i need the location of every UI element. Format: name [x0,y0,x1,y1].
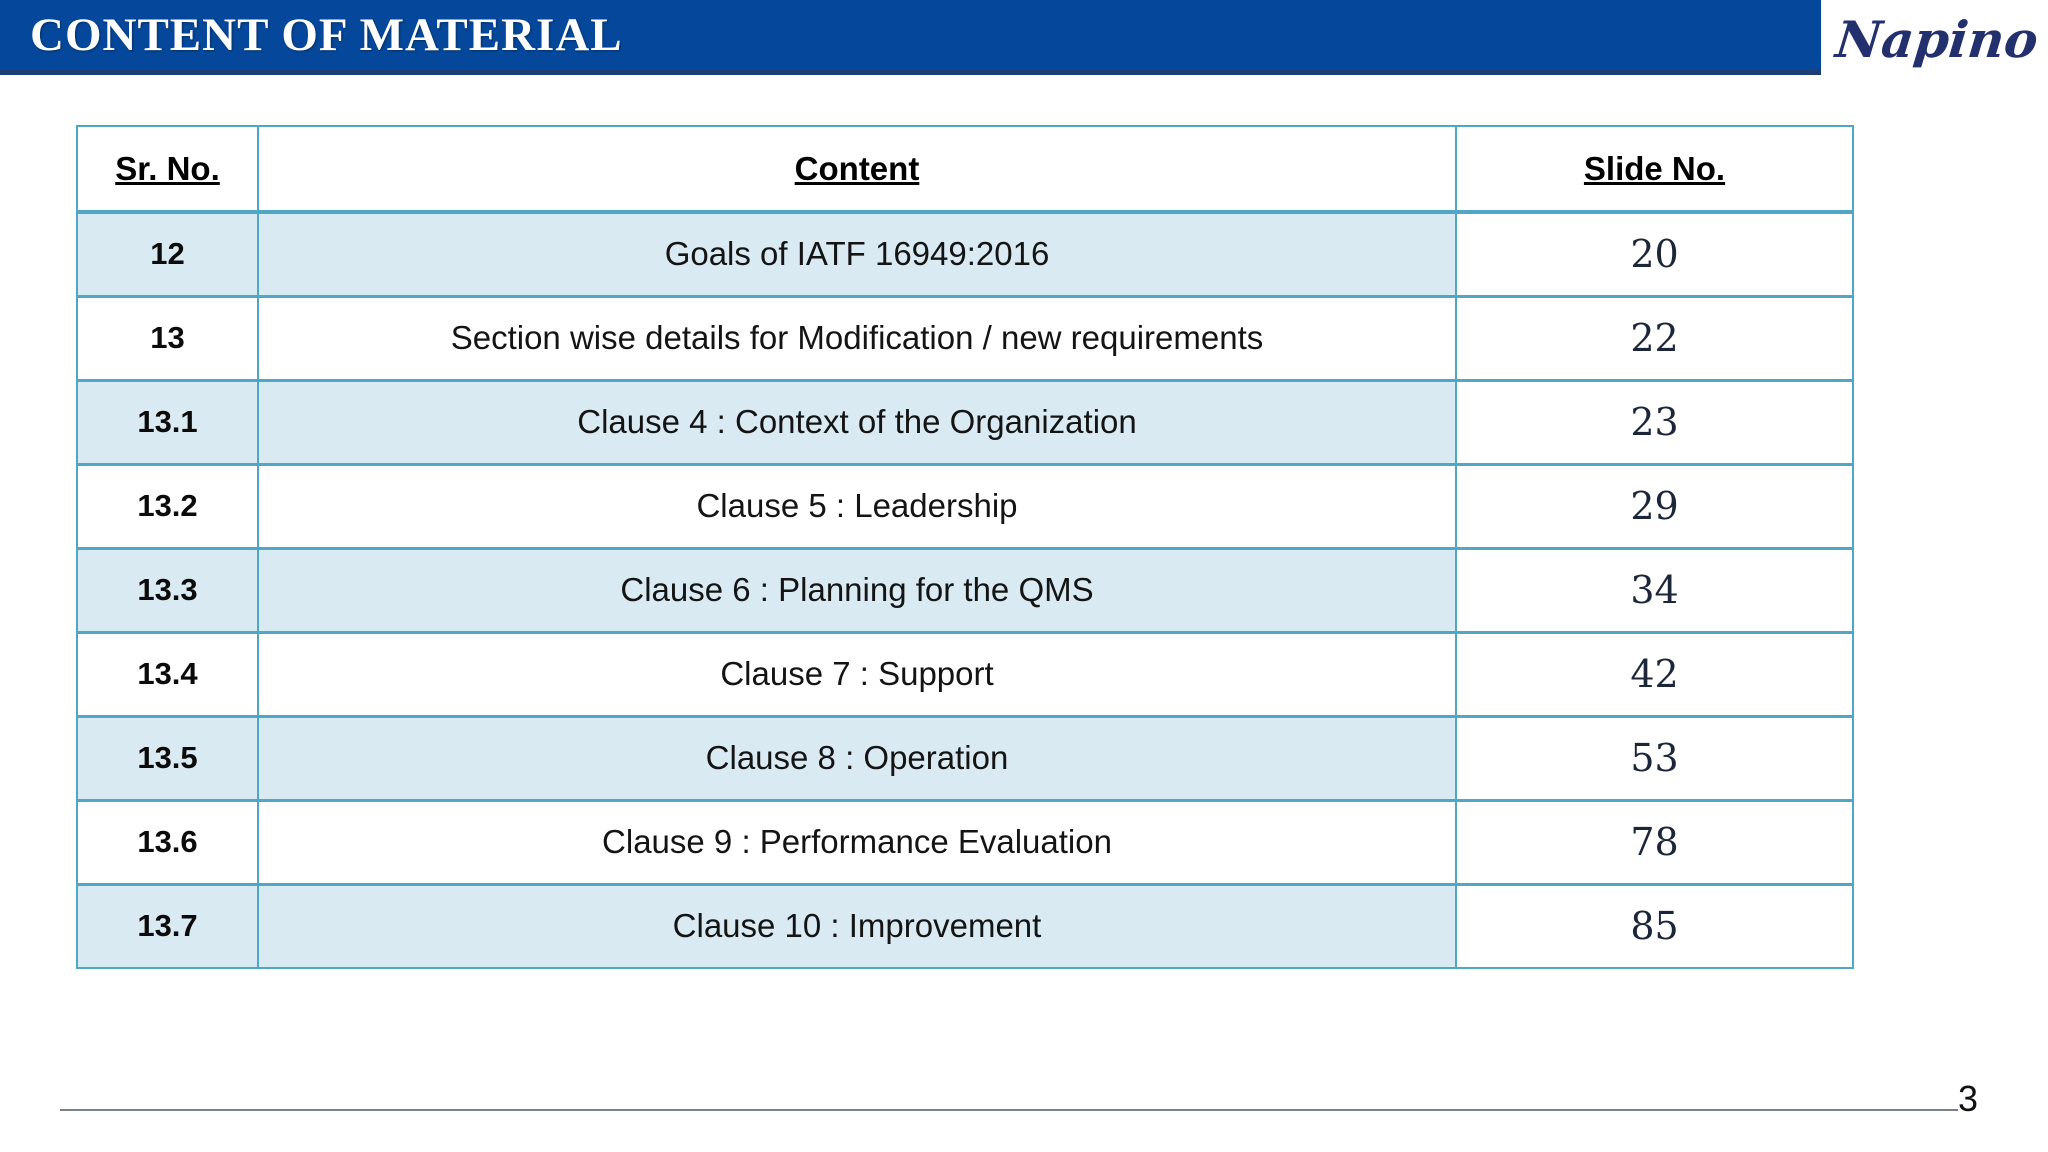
sr-no-cell: 13.5 [76,715,259,801]
slide-no-cell: 78 [1455,799,1854,885]
content-cell: Clause 10 : Improvement [257,883,1457,969]
page-title: CONTENT OF MATERIAL [30,9,623,61]
sr-no-cell: 13 [76,295,259,381]
slide-no-cell: 29 [1455,463,1854,549]
column-header-sr-no: Sr. No. [76,125,259,213]
table-header-row: Sr. No. Content Slide No. [76,125,1854,213]
table-row: 13.2 Clause 5 : Leadership 29 [76,463,1854,549]
sr-no-cell: 13.2 [76,463,259,549]
slide-no-cell: 42 [1455,631,1854,717]
page-number: 3 [1958,1078,1979,1119]
column-header-slide-no: Slide No. [1455,125,1854,213]
content-cell: Clause 9 : Performance Evaluation [257,799,1457,885]
slide-no-cell: 20 [1455,211,1854,297]
content-cell: Goals of IATF 16949:2016 [257,211,1457,297]
content-cell: Clause 5 : Leadership [257,463,1457,549]
slide-no-cell: 23 [1455,379,1854,465]
title-bar: CONTENT OF MATERIAL [0,0,1821,75]
slide-no-cell: 34 [1455,547,1854,633]
table-row: 13.4 Clause 7 : Support 42 [76,631,1854,717]
table-row: 13.6 Clause 9 : Performance Evaluation 7… [76,799,1854,885]
slide-no-cell: 85 [1455,883,1854,969]
content-cell: Section wise details for Modification / … [257,295,1457,381]
sr-no-cell: 13.7 [76,883,259,969]
contents-table: Sr. No. Content Slide No. 12 Goals of IA… [76,125,1854,969]
napino-logo: Napino [1833,10,2042,69]
logo-area: Napino [1821,0,2048,80]
footer-divider-line [60,1109,1958,1111]
table-row: 13.5 Clause 8 : Operation 53 [76,715,1854,801]
sr-no-cell: 13.3 [76,547,259,633]
slide-no-cell: 22 [1455,295,1854,381]
content-cell: Clause 7 : Support [257,631,1457,717]
table-row: 12 Goals of IATF 16949:2016 20 [76,211,1854,297]
table-row: 13.7 Clause 10 : Improvement 85 [76,883,1854,969]
content-cell: Clause 4 : Context of the Organization [257,379,1457,465]
sr-no-cell: 13.6 [76,799,259,885]
table-row: 13.3 Clause 6 : Planning for the QMS 34 [76,547,1854,633]
sr-no-cell: 13.1 [76,379,259,465]
sr-no-cell: 13.4 [76,631,259,717]
sr-no-cell: 12 [76,211,259,297]
content-cell: Clause 8 : Operation [257,715,1457,801]
table-row: 13 Section wise details for Modification… [76,295,1854,381]
content-cell: Clause 6 : Planning for the QMS [257,547,1457,633]
table-row: 13.1 Clause 4 : Context of the Organizat… [76,379,1854,465]
column-header-content: Content [257,125,1457,213]
slide-no-cell: 53 [1455,715,1854,801]
